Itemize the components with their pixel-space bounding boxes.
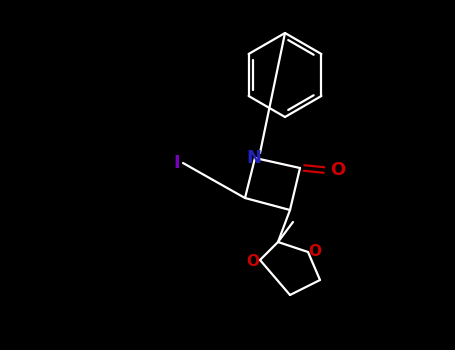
Text: O: O	[247, 254, 259, 270]
Text: N: N	[247, 149, 262, 167]
Text: O: O	[330, 161, 346, 179]
Text: I: I	[174, 154, 180, 172]
Text: O: O	[308, 244, 322, 259]
